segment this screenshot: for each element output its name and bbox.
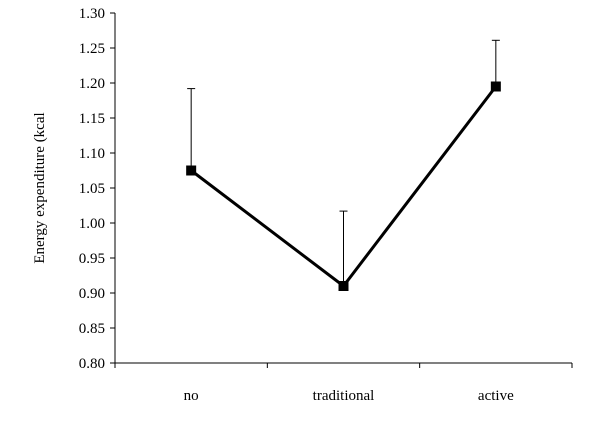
data-point bbox=[338, 281, 349, 291]
y-tick-label: 0.90 bbox=[79, 286, 105, 302]
y-tick-label: 0.85 bbox=[79, 321, 105, 337]
plot-area: 0.80 0.85 0.90 0.95 1.00 1.05 1.10 1.15 1.20 1.25… bbox=[79, 6, 573, 404]
y-axis-title: Energy expenditure (kcal bbox=[32, 112, 48, 263]
data-point bbox=[490, 81, 501, 92]
y-tick-label: 1.05 bbox=[79, 181, 105, 197]
y-tick-label: 1.15 bbox=[79, 111, 105, 127]
data-point bbox=[186, 165, 197, 176]
y-tick-label: 0.80 bbox=[79, 356, 105, 372]
y-tick-label: 0.95 bbox=[79, 251, 105, 267]
y-tick-label: 1.30 bbox=[79, 6, 105, 22]
y-tick-label: 1.10 bbox=[79, 146, 105, 162]
x-tick-label: no bbox=[184, 388, 199, 404]
y-tick-label: 1.00 bbox=[79, 216, 105, 232]
x-tick-label: traditional bbox=[313, 388, 375, 404]
x-tick-label: active bbox=[478, 388, 514, 404]
y-tick-label: 1.25 bbox=[79, 41, 105, 57]
y-tick-label: 1.20 bbox=[79, 76, 105, 92]
